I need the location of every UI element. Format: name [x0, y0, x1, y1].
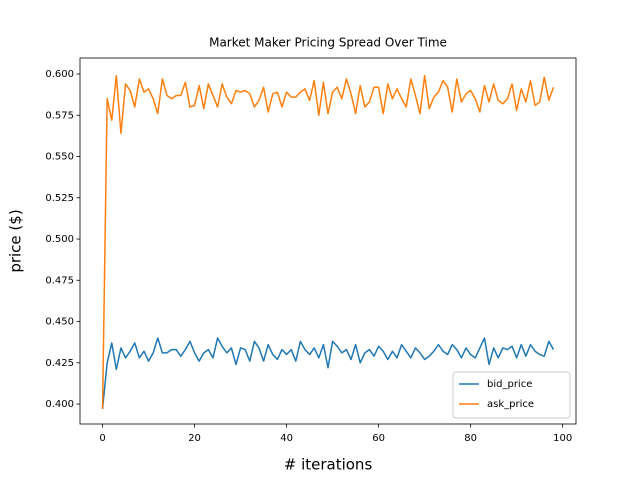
- x-tick-label: 100: [553, 433, 572, 444]
- y-tick-label: 0.600: [45, 69, 74, 80]
- legend-label: bid_price: [487, 379, 532, 390]
- y-tick-label: 0.500: [45, 234, 74, 245]
- legend-label: ask_price: [487, 399, 534, 410]
- y-tick-label: 0.550: [45, 152, 74, 163]
- y-tick-label: 0.400: [45, 399, 74, 410]
- x-tick-label: 0: [99, 433, 105, 444]
- y-tick-label: 0.475: [45, 275, 74, 286]
- x-axis-label: # iterations: [284, 456, 373, 474]
- y-tick-label: 0.575: [45, 110, 74, 121]
- line-series: [101, 337, 555, 410]
- y-tick-label: 0.450: [45, 317, 74, 328]
- legend-box: [452, 371, 571, 419]
- plot-frame: [79, 57, 577, 425]
- y-tick-label: 0.525: [45, 193, 74, 204]
- y-axis-label: price ($): [7, 209, 25, 272]
- line-series: [101, 74, 555, 409]
- x-tick-label: 20: [188, 433, 201, 444]
- legend: bid_price ask_price: [452, 371, 571, 419]
- chart-title: Market Maker Pricing Spread Over Time: [209, 36, 447, 50]
- x-tick-label: 60: [372, 433, 385, 444]
- x-tick-label: 80: [464, 433, 477, 444]
- x-tick-label: 40: [280, 433, 293, 444]
- y-tick-label: 0.425: [45, 358, 74, 369]
